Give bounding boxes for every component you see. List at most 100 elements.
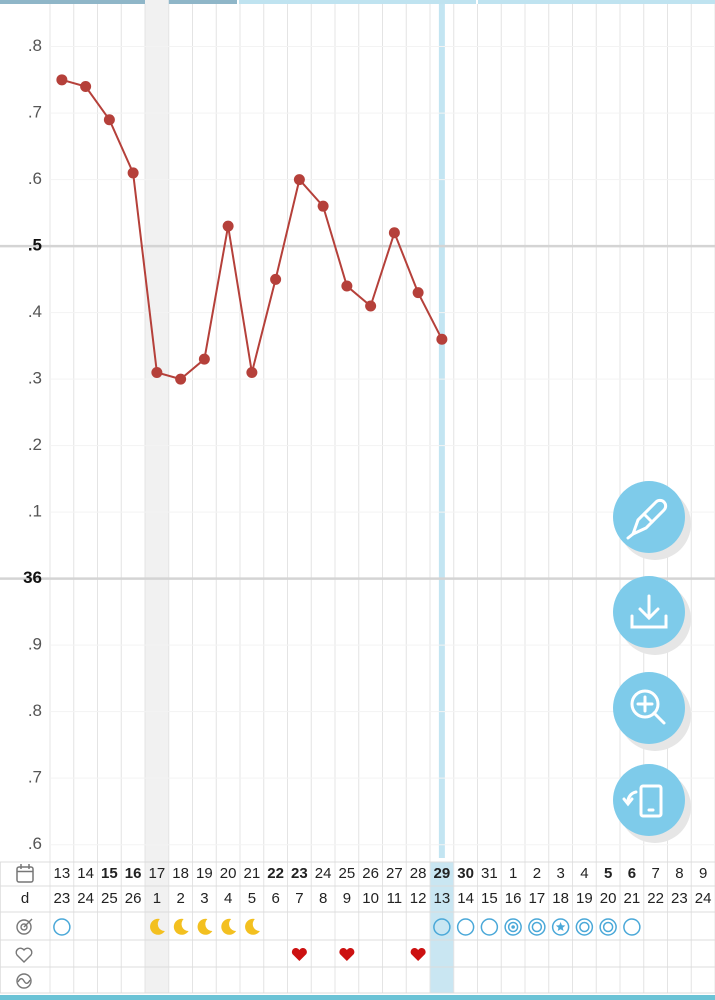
cycle-day-label: 16 <box>505 890 522 907</box>
cycle-day-label: 22 <box>647 890 664 907</box>
date-label: 16 <box>125 865 142 882</box>
top-strip <box>0 0 715 4</box>
grid <box>0 4 715 994</box>
cycle-day-label: 23 <box>54 890 71 907</box>
y-tick-label: .7 <box>28 768 42 787</box>
temperature-point <box>222 220 234 232</box>
zoom-button[interactable] <box>613 672 691 751</box>
date-label: 17 <box>149 865 166 882</box>
current-day-column <box>430 862 454 993</box>
date-label: 27 <box>386 865 403 882</box>
y-tick-label: .9 <box>28 635 42 654</box>
y-tick-label: 36 <box>23 568 42 587</box>
date-label: 25 <box>339 865 356 882</box>
symbol-star <box>555 922 566 931</box>
target-icon <box>16 918 33 935</box>
symbol-circle <box>53 918 71 936</box>
cycle-day-label: 21 <box>624 890 641 907</box>
y-tick-label: .6 <box>28 169 42 188</box>
date-label: 6 <box>628 865 636 882</box>
date-label: 7 <box>651 865 659 882</box>
date-label: 14 <box>77 865 94 882</box>
backgrounds <box>145 0 454 993</box>
temperature-point <box>80 80 92 92</box>
cycle-day-label: 7 <box>295 890 303 907</box>
symbol-inner <box>579 921 590 933</box>
date-label: 23 <box>291 865 308 882</box>
cycle-day-label: 14 <box>457 890 474 907</box>
temperature-point <box>151 366 163 378</box>
date-label: 30 <box>457 865 474 882</box>
cycle-day-label: 1 <box>153 890 161 907</box>
calendar-icon <box>16 864 34 883</box>
temperature-point <box>412 287 424 299</box>
cycle-day-label: 5 <box>248 890 256 907</box>
cycle-day-label: 4 <box>224 890 232 907</box>
bottom-strip <box>0 995 715 1000</box>
cycle-day-label: 25 <box>101 890 118 907</box>
temperature-point <box>103 114 115 126</box>
wave-icon <box>16 973 32 989</box>
rotate-button[interactable] <box>613 764 691 843</box>
top-strip-segment <box>0 0 237 4</box>
temperature-point <box>246 366 258 378</box>
date-label: 3 <box>556 865 564 882</box>
cycle-day-label: 2 <box>176 890 184 907</box>
date-label: 26 <box>362 865 379 882</box>
y-tick-label: .8 <box>28 36 42 55</box>
date-label: 9 <box>699 865 707 882</box>
cycle-day-label: 17 <box>529 890 546 907</box>
cycle-day-label: 3 <box>200 890 208 907</box>
symbol-circle <box>551 918 570 936</box>
symbol-circle <box>504 918 522 936</box>
symbol-inner <box>531 921 543 933</box>
symbol-circle <box>456 918 475 936</box>
cycle-day-label: 20 <box>600 890 617 907</box>
cycle-day-label: 6 <box>271 890 279 907</box>
date-label: 28 <box>410 865 427 882</box>
temperature-point <box>175 373 187 385</box>
moon-icon <box>245 918 260 935</box>
temperature-point <box>436 333 448 345</box>
date-label: 29 <box>434 865 451 882</box>
date-label: 20 <box>220 865 237 882</box>
data-table: d 13231424152516261711821932042152262372… <box>15 864 711 989</box>
date-label: 4 <box>580 865 588 882</box>
temperature-point <box>198 353 210 365</box>
temperature-point <box>293 174 305 186</box>
row-label: d <box>21 890 29 907</box>
y-tick-label: .2 <box>28 435 42 454</box>
symbol-inner <box>602 921 614 933</box>
cycle-day-label: 24 <box>77 890 94 907</box>
date-label: 13 <box>54 865 71 882</box>
heart <box>339 947 355 961</box>
temperature-point <box>317 200 329 212</box>
date-label: 19 <box>196 865 213 882</box>
date-label: 2 <box>533 865 541 882</box>
date-label: 18 <box>172 865 189 882</box>
current-day-line <box>438 4 445 858</box>
temperature-point <box>56 74 68 86</box>
temperature-point <box>127 167 139 179</box>
download-button[interactable] <box>613 576 691 655</box>
y-tick-label: .7 <box>28 103 42 122</box>
symbol-dot <box>511 925 515 929</box>
y-tick-label: .3 <box>28 369 42 388</box>
temperature-line <box>61 78 443 381</box>
moon-icon <box>197 918 213 935</box>
moon-icon <box>221 918 237 935</box>
cycle-day-label: 8 <box>319 890 327 907</box>
plot: .8 .7 .6 .5 .4 .3 .2 .1 36 .9 .8 .7 .6 <box>23 36 448 853</box>
date-label: 1 <box>509 865 517 882</box>
symbol-circle <box>480 918 499 936</box>
symbol-circle <box>575 918 594 936</box>
date-label: 5 <box>604 865 612 882</box>
y-tick-label: .8 <box>28 701 42 720</box>
cycle-day-label: 18 <box>552 890 569 907</box>
date-label: 15 <box>101 865 118 882</box>
edit-button[interactable] <box>613 481 691 560</box>
highlight-column <box>145 0 169 993</box>
cycle-day-label: 15 <box>481 890 498 907</box>
cycle-day-label: 23 <box>671 890 688 907</box>
